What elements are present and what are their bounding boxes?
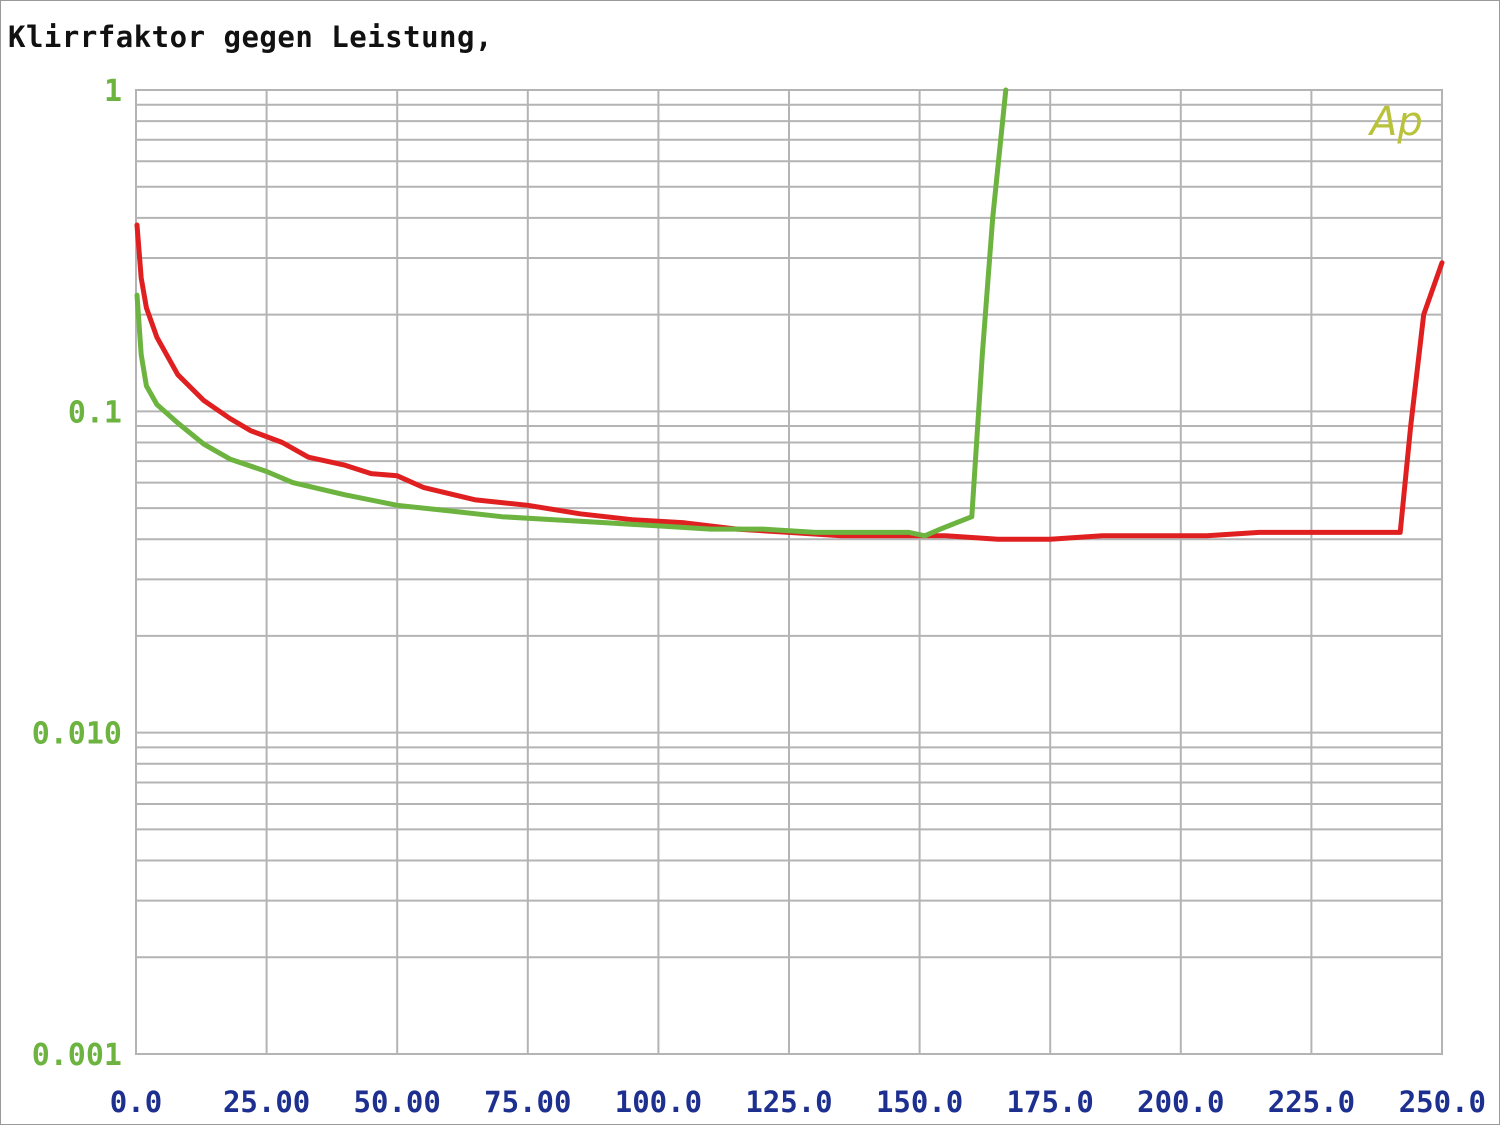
x-tick-label-4: 100.0 [615,1085,702,1119]
x-tick-label-9: 225.0 [1268,1085,1355,1119]
chart-title: Klirrfaktor gegen Leistung, [8,20,493,54]
y-tick-label-2: 0.010 [32,717,122,752]
y-tick-label-3: 0.001 [32,1038,122,1073]
x-tick-label-8: 200.0 [1137,1085,1224,1119]
series-line-0 [134,222,1445,542]
x-tick-labels: 0.0 25.00 50.00 75.00 100.0 125.0 150.0 175.0 20… [110,1085,1486,1119]
x-tick-label-6: 150.0 [876,1085,963,1119]
series-line-1 [134,87,1009,539]
grid [135,89,1443,1055]
y-tick-labels: 1 0.1 0.010 0.001 [32,74,122,1073]
x-tick-label-2: 50.00 [354,1085,441,1119]
x-tick-label-3: 75.00 [484,1085,571,1119]
ap-logo: Ap [1367,99,1423,145]
x-tick-label-0: 0.0 [110,1085,162,1119]
x-tick-label-1: 25.00 [223,1085,310,1119]
series-lines [134,87,1445,542]
y-tick-label-1: 0.1 [68,395,122,430]
x-tick-label-10: 250.0 [1399,1085,1486,1119]
y-tick-label-0: 1 [104,74,122,109]
x-tick-label-7: 175.0 [1007,1085,1094,1119]
x-tick-label-5: 125.0 [745,1085,832,1119]
